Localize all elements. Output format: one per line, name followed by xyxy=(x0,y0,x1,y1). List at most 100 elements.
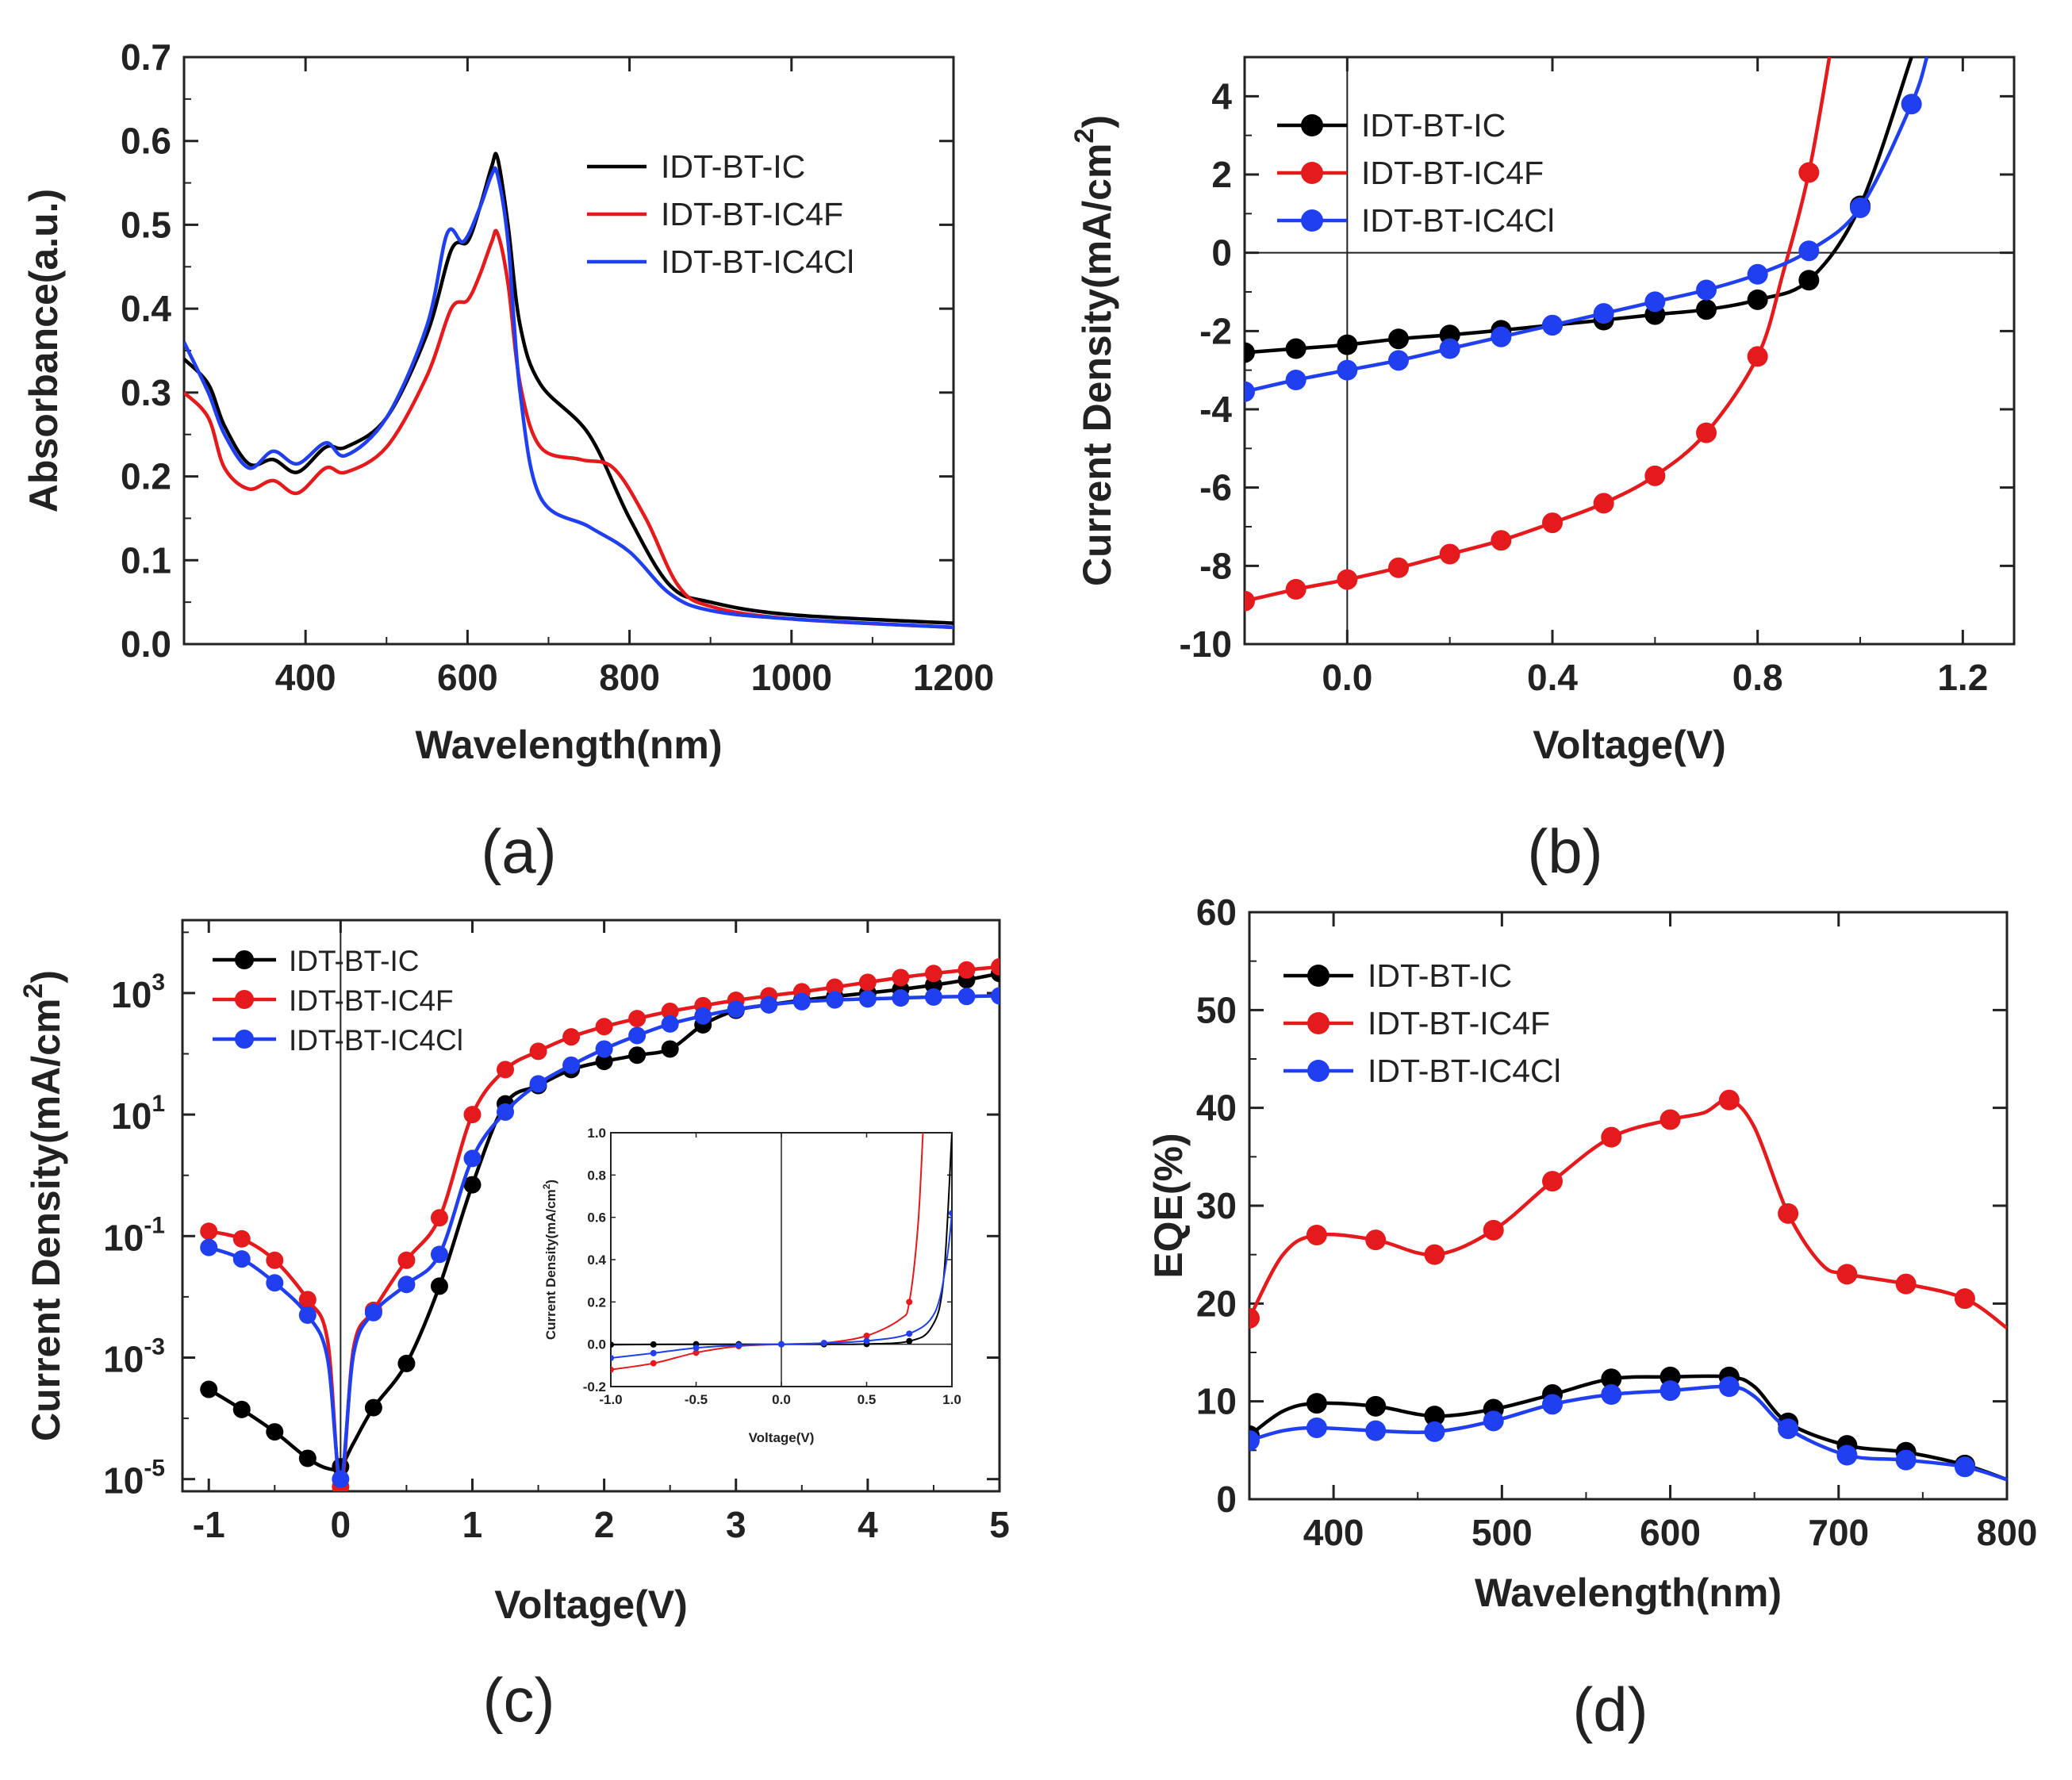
legend: IDT-BT-IC IDT-BT-IC4F IDT-BT-IC4Cl xyxy=(587,148,854,280)
y-tick-label: 10-3 xyxy=(103,1333,165,1379)
y-tick-label: 103 xyxy=(111,969,165,1015)
legend-marker xyxy=(1301,209,1323,232)
y-axis-title: Current Density(mA/cm2) xyxy=(18,970,68,1441)
y-tick-label: 1.0 xyxy=(587,1126,606,1141)
data-point-idt-bt-ic xyxy=(463,1176,482,1194)
y-axis-title-main: EQE(%) xyxy=(1146,1133,1191,1278)
x-tick-label: 1.0 xyxy=(942,1392,961,1407)
y-tick-label: 10 xyxy=(1196,1381,1237,1422)
y-tick-label: 101 xyxy=(111,1091,165,1137)
data-point-idt-bt-ic xyxy=(232,1400,251,1418)
data-point-idt-bt-ic xyxy=(906,1337,913,1345)
x-axis: -1 0 1 2 3 4 5 xyxy=(193,920,1010,1545)
data-point-idt-bt-ic4cl xyxy=(1245,381,1255,402)
data-point-idt-bt-ic xyxy=(1798,270,1820,291)
x-tick-label: 400 xyxy=(275,657,336,698)
y-tick-label: -4 xyxy=(1199,389,1232,430)
data-point-idt-bt-ic4f xyxy=(858,973,877,992)
data-point-idt-bt-ic4cl xyxy=(1424,1421,1445,1442)
y-tick-label: -0.2 xyxy=(583,1379,606,1394)
x-tick-label: 0.5 xyxy=(858,1392,877,1407)
y-tick-label: 20 xyxy=(1196,1283,1237,1324)
data-point-idt-bt-ic xyxy=(1306,1393,1327,1414)
panel-label: (c) xyxy=(483,1665,555,1735)
data-point-idt-bt-ic4cl xyxy=(1542,1394,1563,1415)
data-point-idt-bt-ic4cl xyxy=(1747,263,1768,285)
legend-label: IDT-BT-IC xyxy=(661,148,805,185)
data-point-idt-bt-ic4cl xyxy=(266,1274,284,1292)
data-point-idt-bt-ic4cl xyxy=(661,1015,679,1033)
x-tick-label: 0.0 xyxy=(772,1392,791,1407)
y-tick-label: 50 xyxy=(1196,989,1237,1030)
data-point-idt-bt-ic xyxy=(628,1046,647,1065)
data-point-idt-bt-ic4f xyxy=(826,978,844,996)
data-point-idt-bt-ic4f xyxy=(463,1106,482,1124)
legend-label: IDT-BT-IC4Cl xyxy=(1368,1053,1561,1089)
x-axis-title: Voltage(V) xyxy=(749,1430,815,1445)
x-tick-label: -1.0 xyxy=(599,1392,622,1407)
data-point-idt-bt-ic4cl xyxy=(397,1276,416,1294)
x-tick-label: 1.2 xyxy=(1937,657,1988,698)
legend-marker xyxy=(235,1030,254,1049)
y-tick-label: 0.3 xyxy=(121,372,171,413)
data-point-idt-bt-ic4f xyxy=(1285,578,1307,600)
data-point-idt-bt-ic4cl xyxy=(430,1245,448,1264)
data-point-idt-bt-ic4f xyxy=(1483,1219,1504,1241)
x-tick-label: -0.5 xyxy=(685,1392,708,1407)
panel-a: 400 600 800 1000 12000.00.10.20.30.40.50.60.… xyxy=(21,36,994,886)
y-axis-title-close: ) xyxy=(24,970,68,984)
data-point-idt-bt-ic4f xyxy=(1439,543,1460,565)
data-point-idt-bt-ic xyxy=(364,1398,382,1417)
data-point-idt-bt-ic xyxy=(397,1354,416,1372)
data-point-idt-bt-ic xyxy=(661,1040,679,1058)
data-point-idt-bt-ic4cl xyxy=(1798,240,1820,262)
data-point-idt-bt-ic4f xyxy=(1644,465,1666,486)
x-tick-label: 0 xyxy=(331,1504,351,1545)
data-point-idt-bt-ic4cl xyxy=(693,1345,700,1352)
data-point-idt-bt-ic4cl xyxy=(1660,1380,1681,1402)
data-point-idt-bt-ic4cl xyxy=(628,1026,647,1045)
data-point-idt-bt-ic xyxy=(1424,1406,1445,1427)
legend-marker xyxy=(1301,162,1323,184)
data-point-idt-bt-ic4f xyxy=(1593,493,1614,514)
legend-label: IDT-BT-IC4F xyxy=(1368,1005,1550,1042)
data-point-idt-bt-ic4f xyxy=(1491,530,1512,551)
y-tick-exponent: -5 xyxy=(144,1456,165,1482)
data-point-idt-bt-ic4f xyxy=(1542,512,1563,534)
data-point-idt-bt-ic4cl xyxy=(727,1000,745,1019)
x-tick-label: 0.8 xyxy=(1732,657,1783,698)
y-tick-label: -2 xyxy=(1199,310,1232,351)
data-point-idt-bt-ic4f xyxy=(562,1028,581,1046)
data-point-idt-bt-ic4f xyxy=(924,965,942,983)
data-point-idt-bt-ic4cl xyxy=(991,987,1000,1005)
data-point-idt-bt-ic xyxy=(1388,328,1409,350)
data-point-idt-bt-ic4cl xyxy=(562,1056,581,1074)
data-point-idt-bt-ic4f xyxy=(497,1061,515,1079)
data-point-idt-bt-ic4cl xyxy=(529,1075,547,1093)
panel-label: (d) xyxy=(1572,1675,1648,1744)
y-tick-label: 0.8 xyxy=(587,1168,606,1183)
x-tick-label: 4 xyxy=(858,1504,878,1545)
data-point-idt-bt-ic4f xyxy=(397,1251,416,1269)
data-point-idt-bt-ic xyxy=(1601,1368,1622,1390)
legend-label: IDT-BT-IC4F xyxy=(661,196,843,232)
data-point-idt-bt-ic xyxy=(1747,289,1768,310)
panel-label: (b) xyxy=(1527,816,1602,886)
data-point-idt-bt-ic4cl xyxy=(1895,1449,1917,1471)
x-tick-label: -1 xyxy=(193,1504,225,1545)
data-point-idt-bt-ic4f xyxy=(1954,1288,1975,1310)
legend-label: IDT-BT-IC4Cl xyxy=(661,244,854,280)
x-tick-label: 1000 xyxy=(751,657,832,698)
y-tick-label: 0.4 xyxy=(121,288,171,329)
x-tick-label: 0.0 xyxy=(1322,657,1372,698)
data-point-idt-bt-ic4cl xyxy=(232,1250,251,1268)
data-point-idt-bt-ic4cl xyxy=(735,1342,742,1348)
data-point-idt-bt-ic4cl xyxy=(858,990,877,1008)
data-point-idt-bt-ic xyxy=(1285,338,1307,359)
x-tick-label: 3 xyxy=(726,1504,746,1545)
data-point-idt-bt-ic4cl xyxy=(1836,1444,1858,1466)
data-point-idt-bt-ic4cl xyxy=(820,1340,827,1347)
x-tick-label: 400 xyxy=(1303,1512,1364,1553)
data-point-idt-bt-ic4cl xyxy=(1644,291,1666,313)
